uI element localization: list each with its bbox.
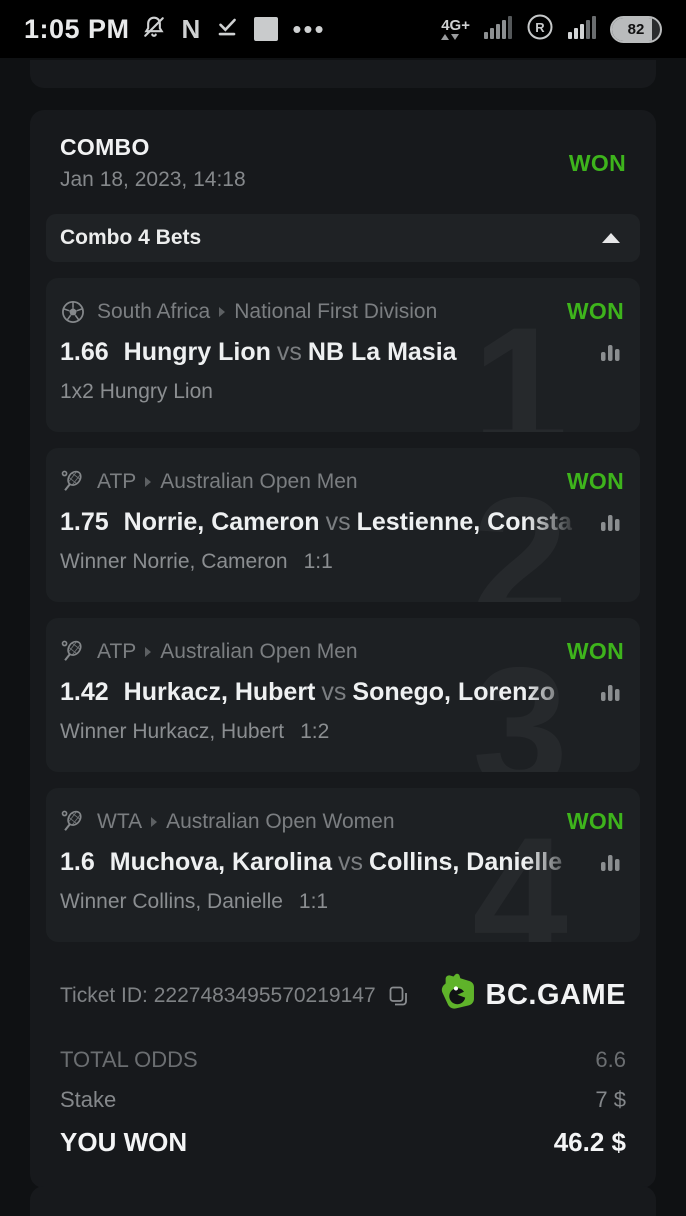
collapse-arrow-icon xyxy=(602,233,620,243)
combo-bets-toggle[interactable]: Combo 4 Bets xyxy=(46,214,640,262)
bet-odds: 1.75 xyxy=(60,508,109,536)
bet-odds: 1.66 xyxy=(60,338,109,366)
stake-label: Stake xyxy=(60,1087,117,1112)
match-title: 1.66 Hungry Lion vs NB La Masia xyxy=(60,338,584,367)
league-name: Australian Open Men xyxy=(160,469,358,493)
mute-bell-icon xyxy=(140,13,168,46)
vs-label: vs xyxy=(338,848,364,876)
vs-label: vs xyxy=(325,508,351,536)
status-bar: 1:05 PM N ••• 4G+ xyxy=(0,0,686,58)
statistics-icon[interactable] xyxy=(596,849,624,877)
away-team: NB La Masia xyxy=(307,338,457,366)
bet-pick: 1x2 Hungry Lion xyxy=(60,380,213,403)
breadcrumb-arrow-icon xyxy=(151,816,158,827)
more-notifications-icon: ••• xyxy=(292,14,326,44)
app-square-icon xyxy=(254,17,279,41)
bet-type-title: COMBO xyxy=(60,134,150,160)
statistics-icon[interactable] xyxy=(596,679,624,707)
signal-bars-icon-2 xyxy=(567,14,597,45)
breadcrumb-arrow-icon xyxy=(145,646,152,657)
match-title: 1.6 Muchova, Karolina vs Collins, Danielle xyxy=(60,848,584,877)
home-team: Norrie, Cameron xyxy=(123,508,320,536)
vpn-check-icon xyxy=(214,14,240,45)
total-odds-value: 6.6 xyxy=(595,1047,626,1072)
total-odds-row: TOTAL ODDS 6.6 xyxy=(60,1047,626,1073)
brand-name: BC.GAME xyxy=(485,979,626,1011)
match-title: 1.75 Norrie, Cameron vs Lestienne, Consta xyxy=(60,508,584,537)
bcgame-logo-icon xyxy=(436,972,478,1019)
home-team: Muchova, Karolina xyxy=(109,848,333,876)
match-title: 1.42 Hurkacz, Hubert vs Sonego, Lorenzo xyxy=(60,678,584,707)
bet-row[interactable]: 2 ATP Australian Open Men WON 1.75Norrie… xyxy=(46,448,640,602)
copy-icon[interactable] xyxy=(386,984,410,1008)
combo-header: COMBO Jan 18, 2023, 14:18 WON xyxy=(46,134,640,192)
statistics-icon[interactable] xyxy=(596,339,624,367)
match-score: 1:2 xyxy=(300,720,330,743)
bet-odds: 1.6 xyxy=(60,848,95,876)
bet-status-badge: WON xyxy=(566,468,624,494)
home-team: Hungry Lion xyxy=(123,338,271,366)
battery-icon: 82 xyxy=(610,15,662,43)
bet-datetime: Jan 18, 2023, 14:18 xyxy=(60,168,246,191)
network-type: 4G+ xyxy=(441,18,470,40)
statistics-icon[interactable] xyxy=(596,509,624,537)
bet-status-badge: WON xyxy=(566,298,624,324)
league-region: ATP xyxy=(97,469,137,493)
league-region: WTA xyxy=(97,809,143,833)
match-score: 1:1 xyxy=(298,890,329,913)
roaming-icon: R xyxy=(526,13,554,46)
bet-row[interactable]: 4 WTA Australian Open Women WON 1.6Mucho… xyxy=(46,788,640,942)
bet-pick: Winner Collins, Danielle xyxy=(60,890,283,913)
combo-status-badge: WON xyxy=(568,150,626,176)
home-team: Hurkacz, Hubert xyxy=(123,678,316,706)
vs-label: vs xyxy=(321,678,347,706)
combo-bets-toggle-label: Combo 4 Bets xyxy=(60,226,202,249)
match-score: 1:1 xyxy=(303,550,333,573)
bet-row[interactable]: 3 ATP Australian Open Men WON 1.42Hurkac… xyxy=(46,618,640,772)
svg-text:R: R xyxy=(535,20,545,35)
you-won-label: YOU WON xyxy=(60,1127,188,1157)
signal-bars-icon-1 xyxy=(483,14,513,45)
ticket-id: Ticket ID: 2227483495570219147 xyxy=(60,983,376,1007)
league-name: Australian Open Men xyxy=(160,639,358,663)
ticket-row: Ticket ID: 2227483495570219147 BC.GAME xyxy=(46,972,640,1019)
bet-odds: 1.42 xyxy=(60,678,109,706)
bet-pick: Winner Norrie, Cameron xyxy=(60,550,288,573)
league-region: South Africa xyxy=(97,299,211,323)
brand-logo: BC.GAME xyxy=(436,972,626,1019)
away-team: Sonego, Lorenzo xyxy=(352,678,556,706)
clock: 1:05 PM xyxy=(24,13,130,44)
total-odds-label: TOTAL ODDS xyxy=(60,1047,198,1072)
away-team: Collins, Danielle xyxy=(369,848,563,876)
totals-section: TOTAL ODDS 6.6 Stake 7 $ YOU WON 46.2 $ xyxy=(46,1047,640,1158)
league-name: Australian Open Women xyxy=(166,809,395,833)
soccer-ball-icon xyxy=(60,299,86,325)
vs-label: vs xyxy=(276,338,302,366)
stake-row: Stake 7 $ xyxy=(60,1087,626,1113)
league-region: ATP xyxy=(97,639,137,663)
breadcrumb-arrow-icon xyxy=(145,476,152,487)
nfc-icon: N xyxy=(181,13,201,44)
bet-status-badge: WON xyxy=(566,808,624,834)
bet-row[interactable]: 1 South Africa National First Division W… xyxy=(46,278,640,432)
league-name: National First Division xyxy=(234,299,438,323)
you-won-value: 46.2 $ xyxy=(553,1127,626,1157)
previous-bet-card-partial[interactable] xyxy=(30,60,656,88)
tennis-racket-icon xyxy=(60,809,86,835)
stake-value: 7 $ xyxy=(595,1087,626,1112)
bet-status-badge: WON xyxy=(566,638,624,664)
you-won-row: YOU WON 46.2 $ xyxy=(60,1127,626,1158)
breadcrumb-arrow-icon xyxy=(219,306,226,317)
next-bet-card-partial[interactable] xyxy=(30,1186,656,1216)
away-team: Lestienne, Consta xyxy=(356,508,572,536)
tennis-racket-icon xyxy=(60,469,86,495)
combo-bet-card: COMBO Jan 18, 2023, 14:18 WON Combo 4 Be… xyxy=(30,110,656,1188)
bet-pick: Winner Hurkacz, Hubert xyxy=(60,720,285,743)
tennis-racket-icon xyxy=(60,639,86,665)
